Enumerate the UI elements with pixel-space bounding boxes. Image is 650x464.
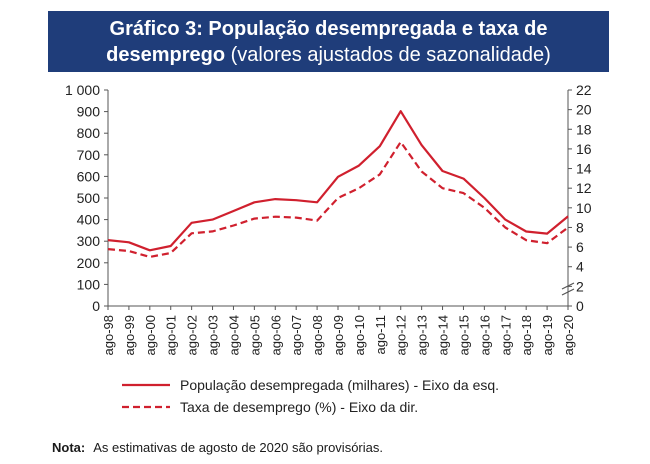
x-axis-tick-label: ago-19 — [540, 315, 555, 355]
x-axis-tick-label: ago-04 — [226, 315, 241, 355]
footnote-label: Nota: — [52, 440, 86, 455]
x-axis-tick-label: ago-02 — [185, 315, 200, 355]
x-axis-tick-label: ago-17 — [498, 315, 513, 355]
left-axis-tick-label: 300 — [77, 233, 101, 249]
left-axis-tick-label: 0 — [92, 298, 100, 314]
right-axis-tick-label: 14 — [576, 161, 592, 177]
right-axis-tick-label: 20 — [576, 102, 592, 118]
x-axis-tick-label: ago-08 — [310, 315, 325, 355]
right-axis-tick-label: 0 — [576, 298, 584, 314]
x-axis-tick-label: ago-01 — [164, 315, 179, 355]
left-axis-tick-label: 400 — [77, 212, 101, 228]
left-axis-tick-label: 600 — [77, 168, 101, 184]
chart-title-line1: Gráfico 3: População desempregada e taxa… — [109, 18, 548, 40]
x-axis-tick-label: ago-18 — [519, 315, 534, 355]
left-axis-tick-label: 100 — [77, 276, 101, 292]
x-axis-tick-label: ago-14 — [436, 315, 451, 355]
right-axis-tick-label: 22 — [576, 82, 592, 98]
left-axis-tick-label: 500 — [77, 190, 101, 206]
x-axis-tick-label: ago-13 — [415, 315, 430, 355]
x-axis-tick-label: ago-98 — [101, 315, 116, 355]
x-axis-tick-label: ago-12 — [394, 315, 409, 355]
x-axis-tick-label: ago-09 — [331, 315, 346, 355]
x-axis-tick-label: ago-07 — [289, 315, 304, 355]
right-axis-tick-label: 10 — [576, 200, 592, 216]
chart-title-subtitle: (valores ajustados de sazonalidade) — [225, 44, 551, 66]
x-axis-tick-label: ago-11 — [373, 315, 388, 355]
chart-title-box: Gráfico 3: População desempregada e taxa… — [48, 11, 609, 72]
left-axis-tick-label: 800 — [77, 125, 101, 141]
x-axis-tick-label: ago-05 — [247, 315, 262, 355]
left-axis-tick-label: 200 — [77, 255, 101, 271]
x-axis-tick-label: ago-15 — [456, 315, 471, 355]
left-axis-tick-label: 700 — [77, 147, 101, 163]
left-axis-tick-label: 1 000 — [65, 82, 100, 98]
right-axis-tick-label: 18 — [576, 121, 592, 137]
legend-label: População desempregada (milhares) - Eixo… — [180, 377, 499, 393]
left-axis-tick-label: 900 — [77, 104, 101, 120]
right-axis-tick-label: 12 — [576, 180, 592, 196]
x-axis-tick-label: ago-99 — [122, 315, 137, 355]
legend-label: Taxa de desemprego (%) - Eixo da dir. — [180, 399, 418, 415]
footnote: Nota: As estimativas de agosto de 2020 sã… — [52, 440, 383, 455]
chart-title-bold-part: desemprego — [106, 44, 226, 66]
right-axis-tick-label: 6 — [576, 239, 584, 255]
right-axis-tick-label: 16 — [576, 141, 592, 157]
x-axis-tick-label: ago-10 — [352, 315, 367, 355]
x-axis-tick-label: ago-20 — [561, 315, 576, 355]
axis-break-mark — [561, 282, 575, 290]
x-axis-tick-label: ago-03 — [206, 315, 221, 355]
axis-break-mark — [561, 288, 575, 296]
right-axis-tick-label: 8 — [576, 219, 584, 235]
x-axis-tick-label: ago-00 — [143, 315, 158, 355]
chart-title-line2: desemprego (valores ajustados de sazonal… — [48, 42, 609, 68]
series-line-unemployment-rate — [107, 140, 569, 258]
right-axis-tick-label: 2 — [576, 278, 584, 294]
right-axis-tick-label: 4 — [576, 259, 584, 275]
footnote-text: As estimativas de agosto de 2020 são pro… — [93, 440, 383, 455]
series-line-unemployed-population — [107, 110, 569, 252]
x-axis-tick-label: ago-06 — [268, 315, 283, 355]
x-axis-tick-label: ago-16 — [477, 315, 492, 355]
